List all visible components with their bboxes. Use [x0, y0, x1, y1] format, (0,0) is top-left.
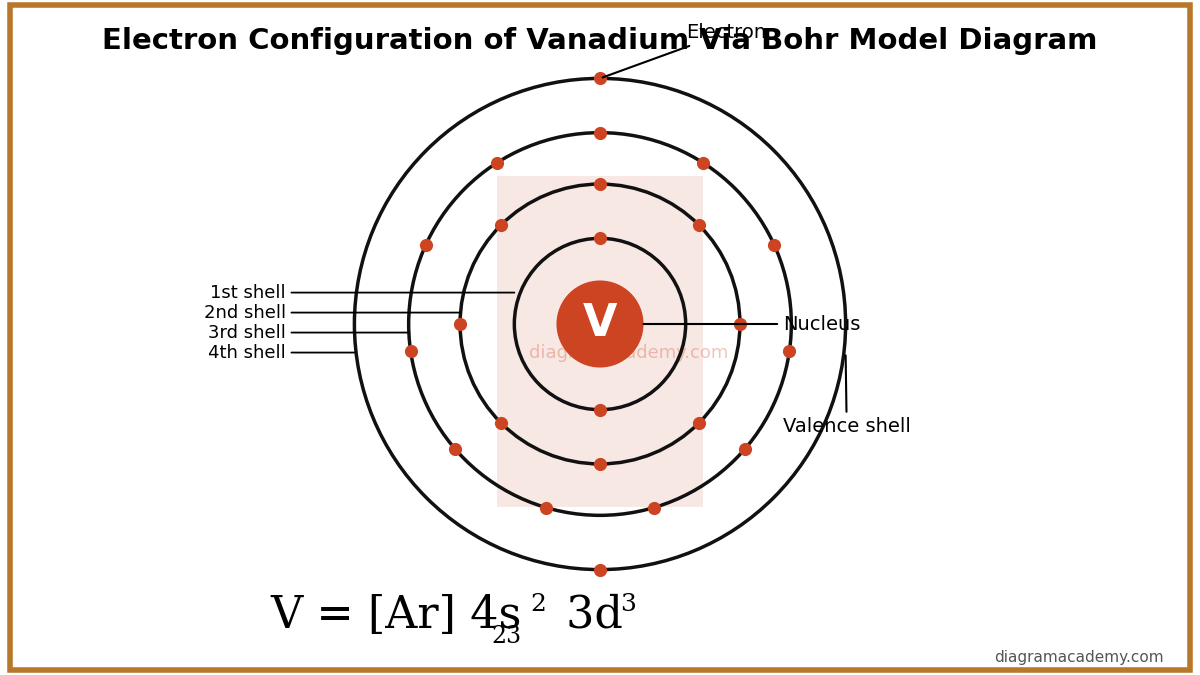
FancyBboxPatch shape	[497, 176, 703, 507]
Point	[736, 444, 755, 455]
Text: 3: 3	[620, 593, 636, 616]
Point	[450, 319, 469, 329]
Point	[416, 239, 436, 250]
Point	[590, 233, 610, 244]
Circle shape	[557, 281, 643, 367]
Point	[590, 458, 610, 469]
Text: 2: 2	[530, 593, 546, 616]
Point	[689, 219, 708, 230]
Point	[694, 158, 713, 169]
Text: diagramacademy.com: diagramacademy.com	[995, 650, 1164, 665]
Point	[764, 239, 784, 250]
Text: Electron: Electron	[602, 23, 766, 78]
Text: 4th shell: 4th shell	[208, 344, 354, 362]
Point	[445, 444, 464, 455]
Point	[487, 158, 506, 169]
Text: Electron Configuration of Vanadium Via Bohr Model Diagram: Electron Configuration of Vanadium Via B…	[102, 27, 1098, 55]
Text: diagramacademy.com: diagramacademy.com	[529, 344, 728, 362]
Point	[401, 346, 420, 356]
Point	[590, 404, 610, 415]
Point	[731, 319, 750, 329]
Text: Valence shell: Valence shell	[782, 355, 911, 436]
Text: Nucleus: Nucleus	[643, 315, 860, 333]
Text: V = [Ar] 4s: V = [Ar] 4s	[271, 593, 522, 637]
Point	[689, 418, 708, 429]
Point	[492, 219, 511, 230]
Point	[590, 128, 610, 138]
Point	[536, 502, 556, 513]
Point	[590, 179, 610, 190]
Point	[590, 564, 610, 575]
Text: 1st shell: 1st shell	[210, 284, 515, 302]
Text: V: V	[583, 302, 617, 346]
Text: 3rd shell: 3rd shell	[208, 323, 409, 342]
Point	[644, 502, 664, 513]
Text: 2nd shell: 2nd shell	[204, 304, 460, 321]
Text: 3d: 3d	[552, 593, 623, 637]
Point	[780, 346, 799, 356]
Point	[590, 73, 610, 84]
Text: 23: 23	[492, 624, 522, 647]
Point	[492, 418, 511, 429]
